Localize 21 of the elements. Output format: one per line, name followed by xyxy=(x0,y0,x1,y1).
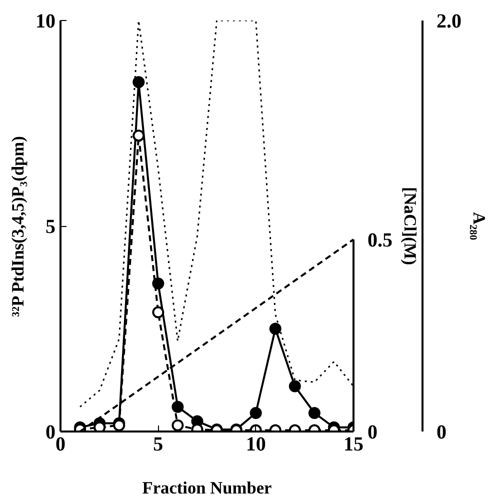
point xyxy=(132,76,145,88)
y-tick-label: 10 xyxy=(36,10,56,32)
point xyxy=(172,400,184,413)
y3-tick-label: 0.5 xyxy=(368,229,392,252)
point xyxy=(250,407,262,419)
y2-axis-title: A₂₈₀ xyxy=(470,212,488,240)
point xyxy=(288,380,301,392)
y2-tick-label: 2.0 xyxy=(436,10,462,32)
point xyxy=(269,322,282,335)
x-axis-title: Fraction Number xyxy=(142,478,272,498)
point xyxy=(152,306,164,318)
point xyxy=(308,407,320,419)
y-tick-label: 5 xyxy=(46,216,56,238)
x-tick-label: 15 xyxy=(344,434,364,456)
y-axis-title: ³²P PtdIns(3,4,5)P₃(dpm) xyxy=(8,136,28,317)
x-tick-label: 10 xyxy=(246,434,266,456)
point xyxy=(152,278,164,290)
point xyxy=(132,130,145,142)
point xyxy=(172,419,184,432)
x-tick-label: 5 xyxy=(153,434,164,456)
y3-axis-title: [NaCl](M) xyxy=(400,187,420,266)
